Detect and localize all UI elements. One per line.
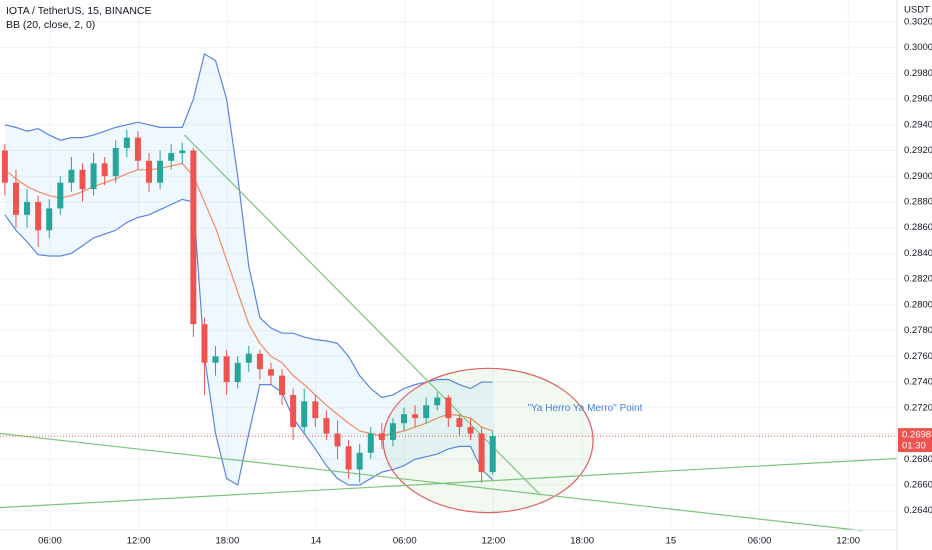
candle-body — [345, 446, 352, 470]
candle-body — [46, 208, 53, 231]
x-tick-label: 12:00 — [482, 536, 506, 547]
x-tick-label: 06:00 — [38, 536, 62, 547]
candle-body — [12, 182, 19, 215]
y-tick-label: 0.2740 — [904, 377, 932, 388]
candle-body — [212, 356, 219, 363]
price-label: 0.2698 — [902, 430, 931, 441]
y-tick-label: 0.2720 — [904, 402, 932, 413]
y-tick-label: 0.2840 — [904, 248, 932, 259]
candle-body — [367, 433, 374, 453]
y-tick-label: 0.2940 — [904, 119, 932, 130]
candle-body — [68, 169, 75, 183]
y-tick-label: 0.3020 — [904, 16, 932, 27]
x-tick-label: 06:00 — [748, 536, 772, 547]
candle-body — [245, 353, 252, 363]
candle-body — [1, 150, 8, 183]
y-tick-label: 0.2660 — [904, 479, 932, 490]
candle-body — [312, 401, 319, 419]
band-line — [4, 198, 494, 486]
candle-body — [389, 423, 396, 440]
y-tick-label: 0.2760 — [904, 351, 932, 362]
currency-label: USDT — [904, 5, 930, 16]
trend-line — [0, 457, 898, 509]
price-label-box — [898, 428, 932, 453]
x-tick-label: 18:00 — [215, 536, 239, 547]
candle-body — [412, 414, 419, 419]
candle-body — [301, 401, 308, 428]
candle-body — [467, 427, 474, 434]
candle-body — [35, 201, 42, 231]
candle-body — [223, 356, 230, 383]
candle-body — [123, 137, 130, 148]
candle-body — [190, 150, 197, 325]
candle-body — [279, 375, 286, 395]
candle-body — [323, 418, 330, 434]
y-tick-label: 0.2640 — [904, 505, 932, 516]
candle-body — [101, 163, 108, 177]
indicator-label: BB (20, close, 2, 0) — [6, 19, 95, 31]
candle-body — [478, 433, 485, 473]
y-tick-label: 0.3000 — [904, 42, 932, 53]
candle-body — [334, 433, 341, 447]
x-tick-label: 12:00 — [127, 536, 151, 547]
y-tick-label: 0.2680 — [904, 454, 932, 465]
candle-body — [456, 418, 463, 428]
y-tick-label: 0.2900 — [904, 171, 932, 182]
x-tick-label: 06:00 — [393, 536, 417, 547]
band-line — [4, 162, 493, 437]
candle-body — [489, 436, 496, 473]
candle-body — [256, 353, 263, 370]
candle-body — [134, 137, 141, 161]
candle-body — [378, 433, 385, 440]
candle-body — [157, 160, 164, 183]
y-tick-label: 0.2960 — [904, 94, 932, 105]
ellipse-drawing — [382, 367, 594, 514]
candle-body — [401, 414, 408, 424]
y-tick-label: 0.2880 — [904, 196, 932, 207]
x-tick-label: 12:00 — [836, 536, 860, 547]
countdown-label: 01:30 — [902, 441, 926, 452]
grid — [0, 0, 897, 530]
candle-body — [90, 163, 97, 190]
candle-body — [423, 405, 430, 419]
candle-body — [201, 324, 208, 363]
annotation: "Ya Herro Ya Merro" Point — [527, 403, 642, 414]
band-line — [4, 53, 493, 399]
plot: "Ya Herro Ya Merro" Point — [0, 53, 898, 532]
candle-body — [57, 182, 64, 209]
candle-body — [24, 201, 31, 215]
candle-body — [445, 397, 452, 419]
trend-line — [0, 432, 863, 532]
y-tick-label: 0.2780 — [904, 325, 932, 336]
x-tick-label: 14 — [311, 536, 322, 547]
band-fill — [4, 54, 493, 485]
candle-body — [79, 169, 86, 190]
candle-body — [234, 362, 241, 383]
candle-body — [434, 397, 441, 406]
candle-body — [112, 147, 119, 177]
candle-body — [356, 452, 363, 470]
candle-body — [179, 150, 186, 154]
candle-body — [168, 153, 175, 161]
y-tick-label: 0.2820 — [904, 274, 932, 285]
y-tick-label: 0.2920 — [904, 145, 932, 156]
candle-body — [267, 369, 274, 376]
y-tick-label: 0.2800 — [904, 299, 932, 310]
axes: 0.3020 0.3000 0.2980 0.2960 0.2940 0.2920 0.29… — [38, 16, 932, 547]
candle-body — [290, 394, 297, 428]
x-tick-label: 15 — [666, 536, 677, 547]
y-tick-label: 0.2860 — [904, 222, 932, 233]
y-tick-label: 0.2980 — [904, 68, 932, 79]
chart-title: IOTA / TetherUS, 15, BINANCE — [6, 5, 152, 17]
x-tick-label: 18:00 — [570, 536, 594, 547]
candle-body — [146, 160, 153, 183]
